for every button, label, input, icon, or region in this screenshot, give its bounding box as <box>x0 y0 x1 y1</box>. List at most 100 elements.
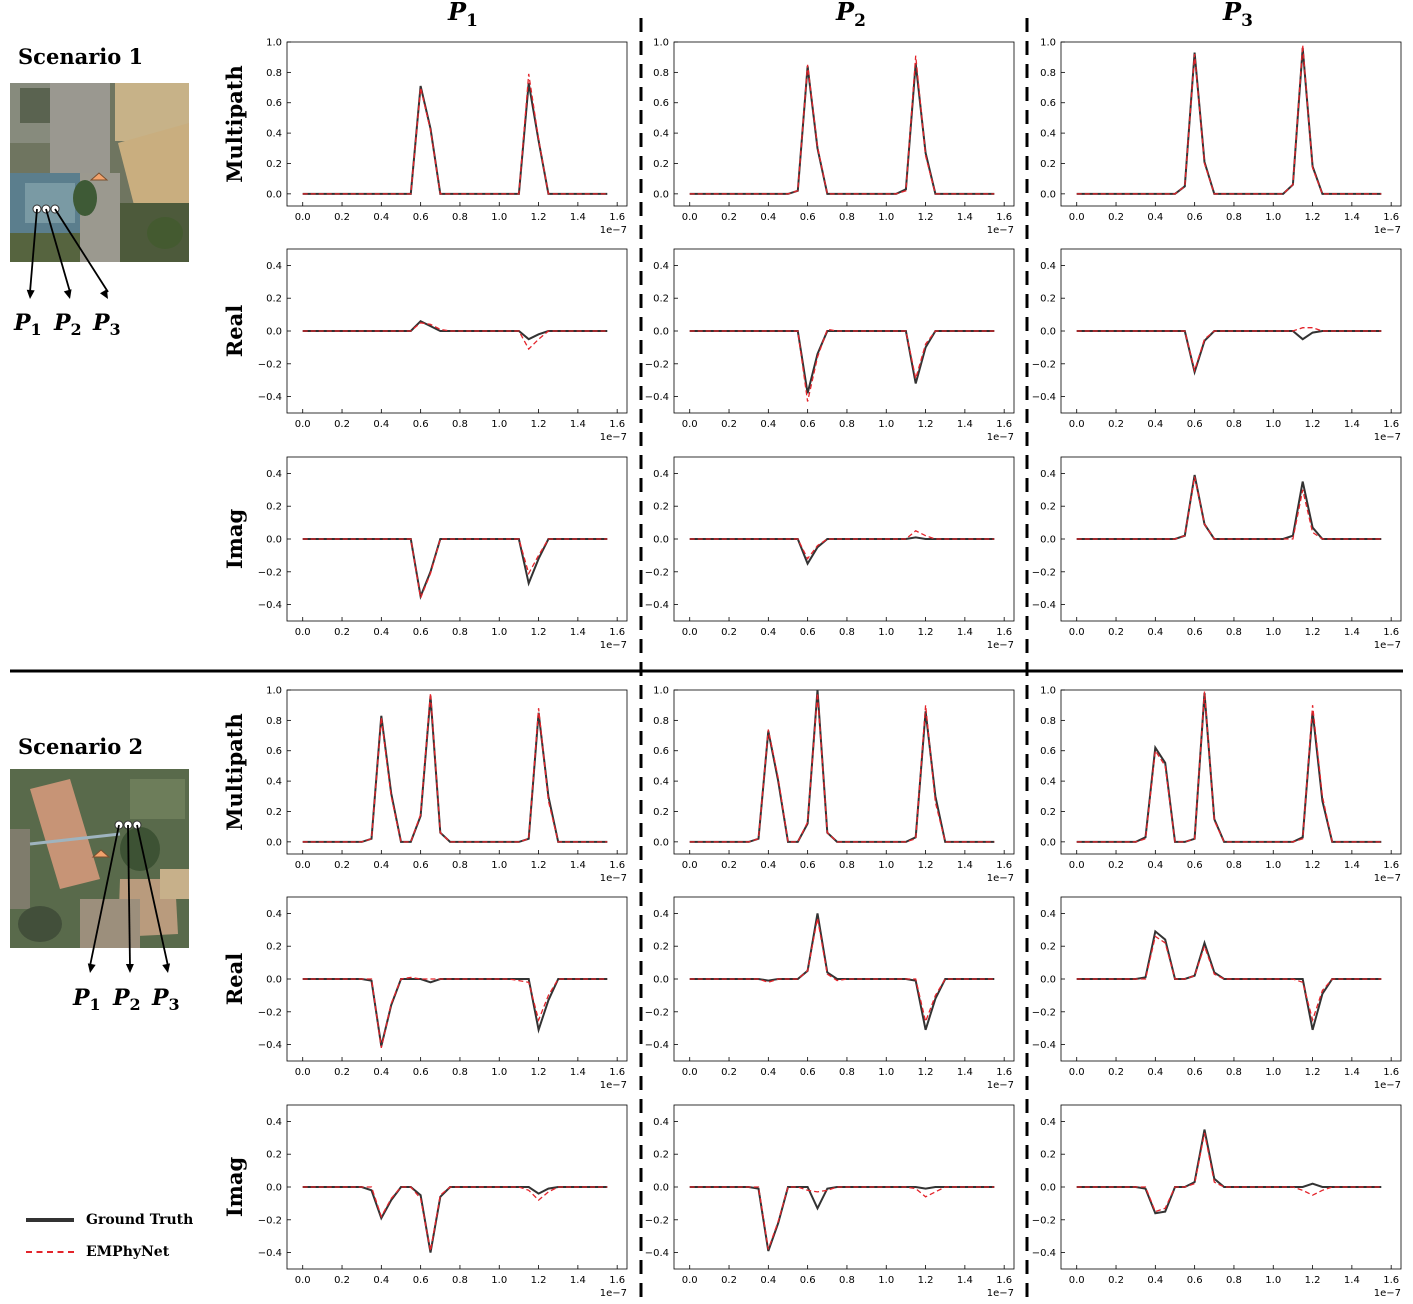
panel-s2-p3-real-ytick-label-1: −0.2 <box>1032 1007 1056 1018</box>
panel-s1-p3-imag-xtick-label-0: 0.0 <box>1069 627 1085 638</box>
panel-s2-p3-imag-xtick-label-2: 0.4 <box>1147 1275 1163 1286</box>
panel-s1-p2-multipath-xtick-label-0: 0.0 <box>682 212 698 223</box>
panel-s1-p1-multipath: 0.0 0.2 0.4 0.6 0.8 1.0 0.0 0.2 0.4 0.6 0.8 1.0 1.2 1… <box>266 38 628 236</box>
panel-s1-p2-multipath-xtick-label-8: 1.6 <box>996 212 1012 223</box>
panel-s2-p3-multipath-ytick-label-2: 0.4 <box>1040 777 1056 788</box>
panel-s2-p2-real-ytick-label-1: −0.2 <box>645 1007 669 1018</box>
panel-s1-p1-imag-ytick-label-1: −0.2 <box>258 567 282 578</box>
panel-s2-p3-real-xtick-label-7: 1.4 <box>1344 1067 1360 1078</box>
panel-s2-p1-real-ytick-label-0: −0.4 <box>258 1040 282 1051</box>
panel-s1-p3-multipath-xtick-label-6: 1.2 <box>1305 212 1321 223</box>
panel-s1-p1-multipath-xtick-label-5: 1.0 <box>491 212 507 223</box>
panel-s1-p2-imag-ytick-label-1: −0.2 <box>645 567 669 578</box>
panel-s1-p3-imag-series-emphynet <box>1076 476 1382 540</box>
panel-s2-p2-imag-x-exponent: 1e−7 <box>987 1288 1014 1299</box>
panel-s2-p3-multipath-xtick-label-7: 1.4 <box>1344 860 1360 871</box>
panel-s1-p2-imag-x-exponent: 1e−7 <box>987 640 1014 651</box>
panel-s2-p1-multipath-xtick-label-0: 0.0 <box>295 860 311 871</box>
panel-s2-p1-real: −0.4 −0.2 0.0 0.2 0.4 0.0 0.2 0.4 0.6 0.8 1.0 1.2 1.… <box>258 896 628 1091</box>
panel-s1-p3-real-ytick-label-4: 0.4 <box>1040 261 1056 272</box>
panel-s1-p2-multipath-x-exponent: 1e−7 <box>987 225 1014 236</box>
panel-s2-p3-multipath-xtick-label-0: 0.0 <box>1069 860 1085 871</box>
panel-s1-p3-imag-xtick-label-1: 0.2 <box>1108 627 1124 638</box>
panel-s2-p3-real-series-emphynet <box>1076 935 1382 1023</box>
panel-s2-p3-real-ytick-label-3: 0.2 <box>1040 942 1056 953</box>
panel-s1-p3-real-series-emphynet <box>1076 327 1382 373</box>
panel-s2-p2-multipath-x-exponent: 1e−7 <box>987 873 1014 884</box>
panel-s1-p1-multipath-xtick-label-1: 0.2 <box>334 212 350 223</box>
panel-s2-p2-imag-xtick-label-8: 1.6 <box>996 1275 1012 1286</box>
panel-s1-p1-real-ytick-label-0: −0.4 <box>258 392 282 403</box>
panel-s1-p3-imag-ytick-label-1: −0.2 <box>1032 567 1056 578</box>
panel-s2-p3-real-xtick-label-1: 0.2 <box>1108 1067 1124 1078</box>
panel-s2-p2-real-xtick-label-2: 0.4 <box>760 1067 776 1078</box>
panel-s1-p2-real-ytick-label-2: 0.0 <box>653 327 669 338</box>
panel-s2-p3-real-ytick-label-0: −0.4 <box>1032 1040 1056 1051</box>
panel-s1-p1-multipath-ytick-label-3: 0.6 <box>266 98 282 109</box>
panel-s2-p1-multipath-xtick-label-8: 1.6 <box>609 860 625 871</box>
panel-s1-p2-imag-ytick-label-3: 0.2 <box>653 502 669 513</box>
panel-s2-p3-multipath-x-exponent: 1e−7 <box>1374 873 1401 884</box>
panel-s2-p1-multipath-ytick-label-2: 0.4 <box>266 777 282 788</box>
panel-s1-p1-real-xtick-label-4: 0.8 <box>452 419 468 430</box>
panel-s2-p1-imag-xtick-label-7: 1.4 <box>570 1275 586 1286</box>
panel-s1-p1-real-xtick-label-0: 0.0 <box>295 419 311 430</box>
panel-s1-p2-imag-xtick-label-0: 0.0 <box>682 627 698 638</box>
panel-s1-p2-real-ytick-label-0: −0.4 <box>645 392 669 403</box>
panel-s2-p3-multipath-xtick-label-4: 0.8 <box>1226 860 1242 871</box>
panel-s1-p3-multipath-xtick-label-1: 0.2 <box>1108 212 1124 223</box>
panel-s1-p1-multipath-ytick-label-1: 0.2 <box>266 159 282 170</box>
panel-s2-p2-imag-xtick-label-0: 0.0 <box>682 1275 698 1286</box>
point-label-s2-p3: P3 <box>151 985 180 1014</box>
panel-s1-p1-real-ytick-label-1: −0.2 <box>258 359 282 370</box>
panel-s1-p1-imag-xtick-label-6: 1.2 <box>531 627 547 638</box>
panel-s2-p1-multipath-xtick-label-1: 0.2 <box>334 860 350 871</box>
panel-s2-p2-imag-xtick-label-1: 0.2 <box>721 1275 737 1286</box>
legend-swatch-ground-truth <box>26 1218 74 1222</box>
panel-s1-p2-imag-xtick-label-1: 0.2 <box>721 627 737 638</box>
panel-s2-p2-real-ytick-label-2: 0.0 <box>653 975 669 986</box>
arrow-s1-p2 <box>45 208 71 293</box>
panel-s1-p3-multipath-ytick-label-0: 0.0 <box>1040 189 1056 200</box>
row-label-multipath-s1: Multipath <box>222 65 247 182</box>
panel-s1-p2-real-xtick-label-3: 0.6 <box>800 419 816 430</box>
panel-s1-p1-multipath-ytick-label-0: 0.0 <box>266 189 282 200</box>
panel-s1-p1-real-xtick-label-7: 1.4 <box>570 419 586 430</box>
arrowhead-s1-p1 <box>26 289 35 299</box>
panel-s2-p1-real-x-exponent: 1e−7 <box>600 1080 627 1091</box>
panel-s2-p1-imag-ytick-label-2: 0.0 <box>266 1183 282 1194</box>
panel-s2-p3-multipath-ytick-label-3: 0.6 <box>1040 746 1056 757</box>
panel-s1-p3-multipath-frame <box>1060 41 1402 207</box>
panel-s2-p3-imag-xtick-label-0: 0.0 <box>1069 1275 1085 1286</box>
scenario-1-map-image <box>10 83 189 262</box>
panel-s2-p3-real-xtick-label-6: 1.2 <box>1305 1067 1321 1078</box>
panel-s1-p3-real-xtick-label-6: 1.2 <box>1305 419 1321 430</box>
panel-s2-p3-real-ytick-label-4: 0.4 <box>1040 909 1056 920</box>
panel-s2-p1-real-ytick-label-2: 0.0 <box>266 975 282 986</box>
panel-s2-p1-imag-ytick-label-3: 0.2 <box>266 1150 282 1161</box>
panel-s1-p2-multipath-ytick-label-0: 0.0 <box>653 189 669 200</box>
panel-s1-p3-real-ytick-label-0: −0.4 <box>1032 392 1056 403</box>
panel-s2-p3-real-ytick-label-2: 0.0 <box>1040 975 1056 986</box>
panel-s1-p3-multipath-xtick-label-3: 0.6 <box>1187 212 1203 223</box>
panel-s1-p3-imag-ytick-label-3: 0.2 <box>1040 502 1056 513</box>
panel-s2-p3-multipath-ytick-label-0: 0.0 <box>1040 837 1056 848</box>
panel-s1-p3-real-ytick-label-1: −0.2 <box>1032 359 1056 370</box>
panel-s2-p1-multipath-x-exponent: 1e−7 <box>600 873 627 884</box>
panel-s1-p2-multipath-frame <box>673 41 1015 207</box>
panel-s1-p1-imag-xtick-label-2: 0.4 <box>373 627 389 638</box>
panel-s2-p1-imag-xtick-label-2: 0.4 <box>373 1275 389 1286</box>
panel-s2-p1-imag-xtick-label-3: 0.6 <box>413 1275 429 1286</box>
panel-s2-p2-real-xtick-label-5: 1.0 <box>878 1067 894 1078</box>
panel-s1-p3-imag-xtick-label-4: 0.8 <box>1226 627 1242 638</box>
panel-s1-p3-real-xtick-label-4: 0.8 <box>1226 419 1242 430</box>
panel-s1-p2-imag: −0.4 −0.2 0.0 0.2 0.4 0.0 0.2 0.4 0.6 0.8 1.0 1.2 1.… <box>645 456 1015 651</box>
point-label-s1-p3: P3 <box>92 310 121 339</box>
panel-s2-p2-real-ytick-label-4: 0.4 <box>653 909 669 920</box>
panel-s2-p1-imag-xtick-label-6: 1.2 <box>531 1275 547 1286</box>
panel-s2-p2-multipath-ytick-label-0: 0.0 <box>653 837 669 848</box>
panel-s2-p3-multipath-series-emphynet <box>1076 691 1382 843</box>
panel-s1-p3-multipath-xtick-label-0: 0.0 <box>1069 212 1085 223</box>
panel-s2-p2-imag-ytick-label-2: 0.0 <box>653 1183 669 1194</box>
panel-s1-p3-real-xtick-label-2: 0.4 <box>1147 419 1163 430</box>
